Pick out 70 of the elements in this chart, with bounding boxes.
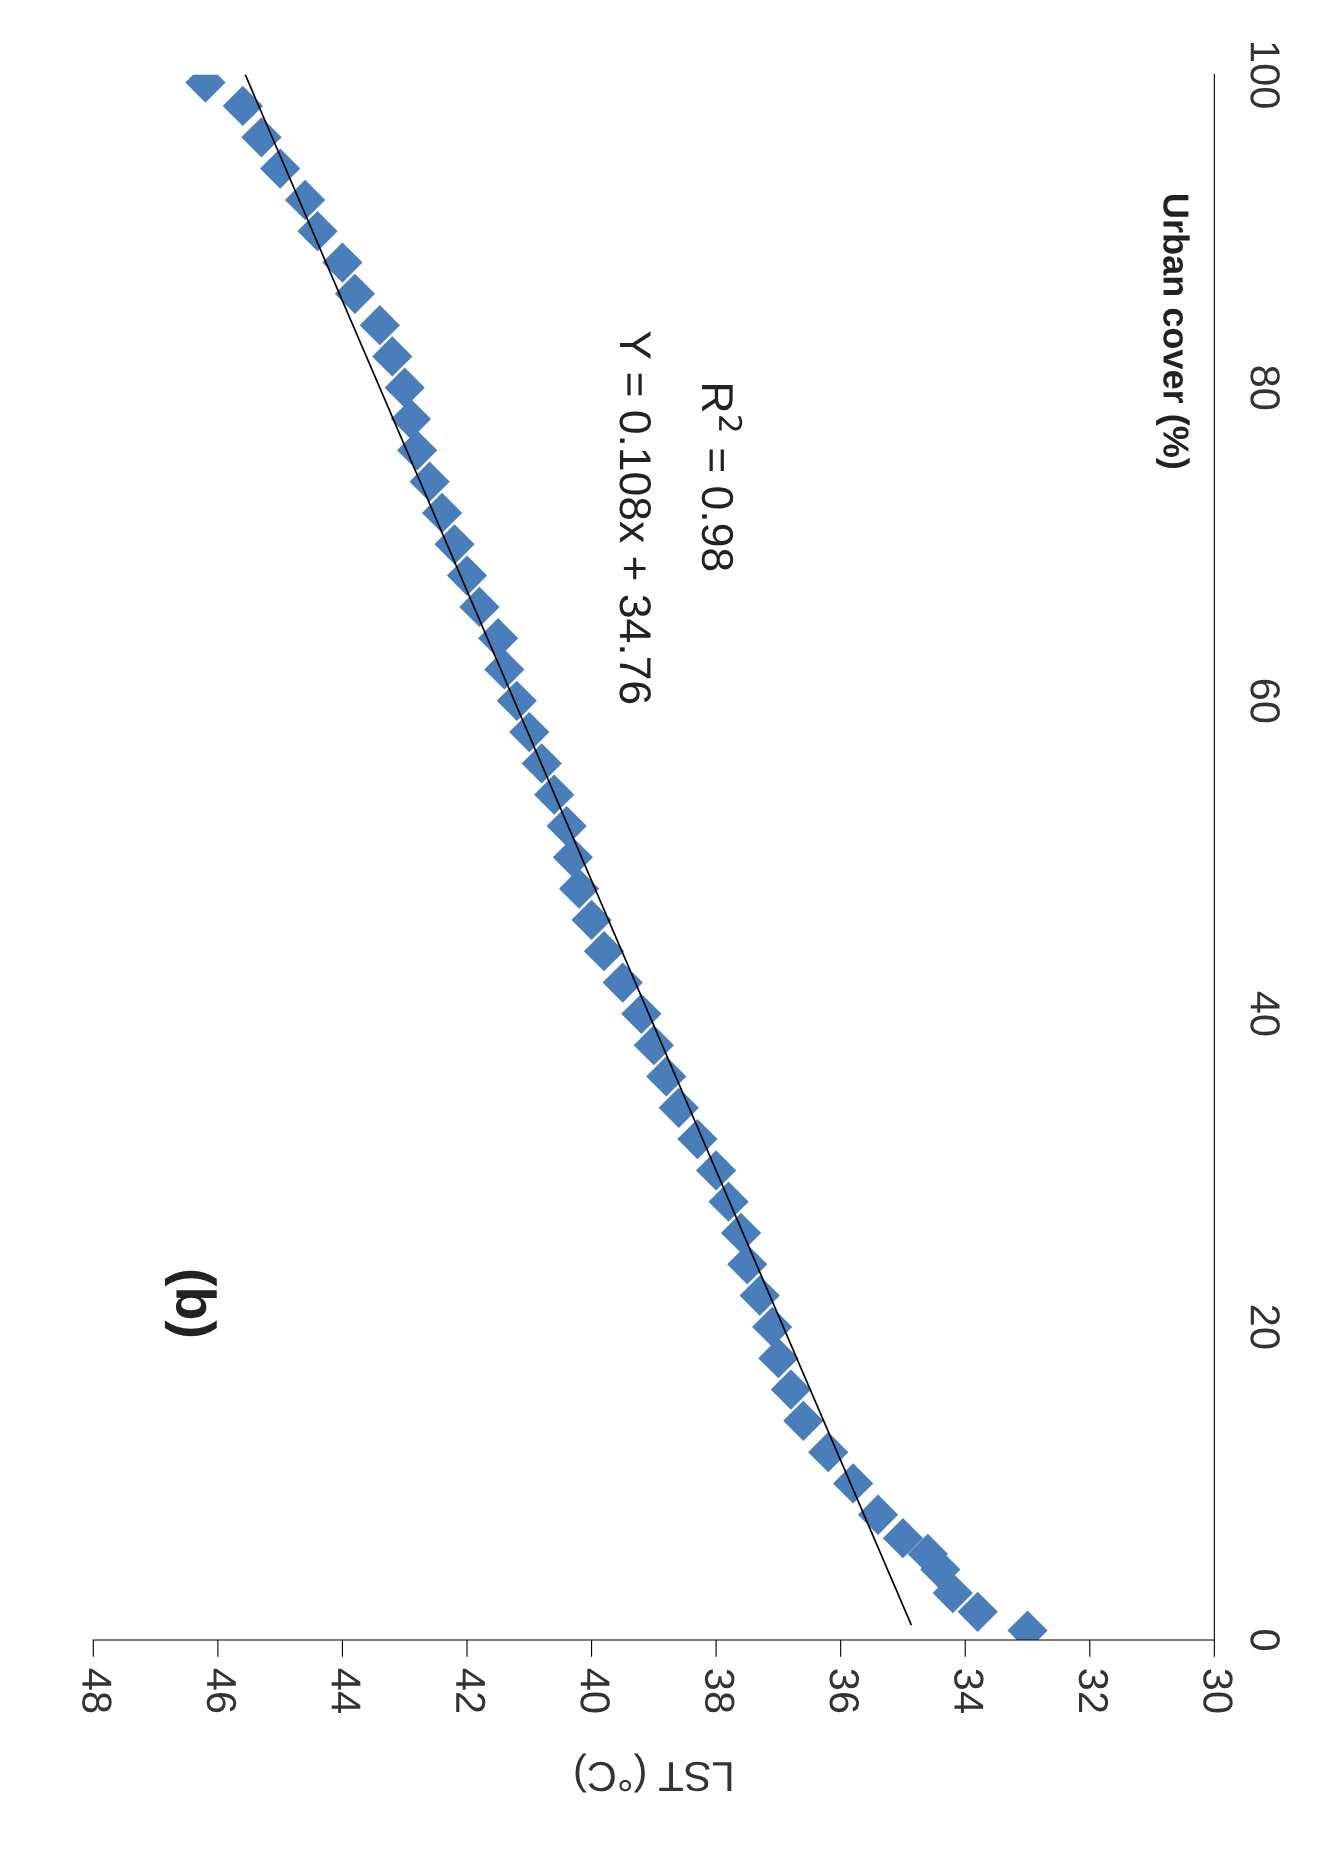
point bbox=[434, 524, 475, 565]
point bbox=[558, 868, 600, 909]
x-tick-label: 36 bbox=[829, 1669, 859, 1713]
point bbox=[752, 1306, 793, 1348]
point bbox=[297, 211, 338, 252]
point bbox=[390, 398, 432, 440]
point bbox=[446, 555, 488, 596]
point bbox=[621, 993, 662, 1034]
x-tick-label: 46 bbox=[206, 1668, 237, 1713]
y-tick-label: 100 bbox=[1250, 43, 1280, 108]
point bbox=[720, 1212, 762, 1254]
point bbox=[646, 1056, 687, 1097]
point bbox=[509, 711, 550, 753]
y-tick-label: 0 bbox=[1250, 1630, 1280, 1650]
x-tick-label: 32 bbox=[1078, 1669, 1109, 1712]
point bbox=[770, 1369, 811, 1410]
point bbox=[695, 1150, 737, 1191]
point bbox=[758, 1338, 799, 1379]
point bbox=[739, 1275, 780, 1316]
point bbox=[359, 305, 400, 346]
point bbox=[521, 743, 562, 784]
point bbox=[534, 774, 575, 815]
point bbox=[222, 85, 263, 127]
point bbox=[658, 1087, 699, 1128]
point bbox=[571, 899, 612, 941]
annotation: (b) bbox=[164, 1270, 217, 1337]
point bbox=[384, 367, 425, 408]
y-tick-label: 80 bbox=[1250, 366, 1280, 410]
point bbox=[708, 1181, 749, 1222]
point bbox=[583, 931, 625, 972]
point bbox=[677, 1118, 718, 1160]
x-tick-label: 44 bbox=[331, 1668, 361, 1713]
y-tick-label: 40 bbox=[1250, 991, 1280, 1036]
x-tick-label: 38 bbox=[704, 1669, 735, 1713]
point bbox=[783, 1400, 824, 1441]
x-tick-label: 48 bbox=[82, 1668, 112, 1713]
y-tick-label: 60 bbox=[1250, 679, 1280, 723]
point bbox=[478, 618, 519, 659]
y-tick-label: 20 bbox=[1250, 1305, 1280, 1349]
point bbox=[260, 148, 301, 189]
point bbox=[496, 680, 537, 721]
point bbox=[334, 273, 376, 314]
point bbox=[833, 1463, 874, 1504]
point bbox=[421, 492, 463, 534]
point bbox=[602, 962, 643, 1003]
point bbox=[372, 336, 413, 377]
x-tick-label: 34 bbox=[954, 1669, 984, 1713]
point bbox=[882, 1518, 924, 1559]
point bbox=[546, 805, 587, 847]
point bbox=[409, 461, 450, 502]
point bbox=[633, 1025, 674, 1066]
x-tick-label: 42 bbox=[456, 1668, 486, 1712]
point bbox=[857, 1494, 899, 1535]
point bbox=[727, 1244, 768, 1285]
point bbox=[957, 1591, 998, 1632]
point bbox=[932, 1572, 973, 1614]
annotation: R$^{2}$ = 0.98 bbox=[701, 385, 743, 571]
point bbox=[322, 242, 363, 283]
x-tick-label: 30 bbox=[1203, 1669, 1233, 1713]
x-axis-title: LST (°C) bbox=[575, 1753, 732, 1793]
x-tick-label: 40 bbox=[580, 1668, 610, 1713]
point bbox=[808, 1432, 849, 1473]
point bbox=[552, 837, 593, 878]
point bbox=[284, 179, 326, 221]
point bbox=[397, 430, 438, 471]
point bbox=[484, 649, 525, 690]
point bbox=[459, 586, 500, 628]
point bbox=[241, 117, 282, 158]
annotation: Y = 0.108x + 34.76 bbox=[619, 331, 651, 704]
y-axis-title: Urban cover (%) bbox=[1156, 195, 1190, 469]
